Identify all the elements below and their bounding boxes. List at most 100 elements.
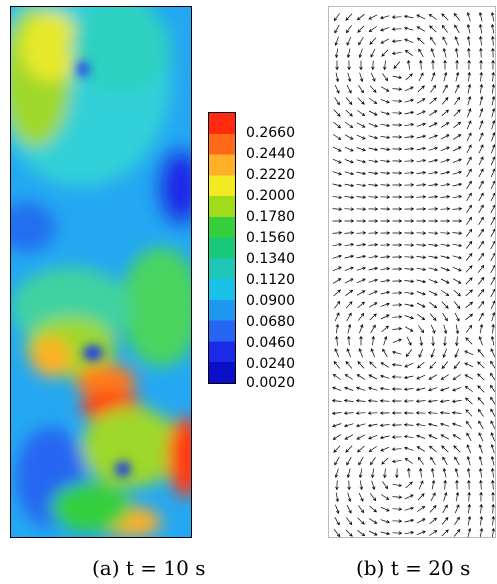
velocity-arrow	[347, 492, 352, 502]
velocity-arrow	[440, 207, 451, 211]
velocity-arrow	[429, 505, 437, 513]
velocity-arrow	[428, 255, 439, 260]
velocity-arrow	[358, 312, 365, 321]
velocity-arrow	[380, 195, 391, 199]
velocity-arrow	[467, 83, 472, 94]
velocity-arrow	[345, 109, 353, 117]
velocity-arrow	[478, 252, 485, 261]
velocity-arrow	[466, 432, 472, 442]
velocity-arrow	[347, 72, 352, 82]
velocity-arrow	[467, 527, 472, 537]
velocity-arrow	[391, 399, 402, 403]
velocity-arrow	[357, 517, 365, 525]
velocity-arrow	[416, 98, 426, 104]
velocity-arrow	[403, 423, 414, 427]
velocity-arrow	[370, 348, 376, 358]
velocity-arrow	[477, 288, 485, 297]
velocity-arrow	[442, 467, 447, 478]
velocity-arrow	[405, 349, 413, 358]
velocity-arrow	[344, 219, 355, 223]
velocity-arrow	[416, 243, 427, 247]
velocity-arrow	[403, 375, 414, 380]
velocity-arrow	[392, 279, 403, 283]
velocity-arrow	[453, 121, 462, 129]
velocity-arrow	[345, 360, 353, 369]
velocity-arrow	[344, 195, 355, 200]
velocity-arrow	[371, 335, 375, 346]
velocity-arrow	[440, 170, 451, 175]
velocity-arrow	[415, 422, 426, 427]
velocity-arrow	[380, 123, 391, 128]
velocity-arrow	[368, 183, 379, 187]
velocity-arrow	[392, 531, 403, 535]
colorbar-tick-label: 0.0020	[246, 375, 295, 391]
velocity-arrow	[442, 47, 447, 58]
velocity-arrow	[478, 420, 484, 430]
velocity-arrow	[391, 411, 402, 415]
velocity-arrow	[404, 110, 415, 115]
velocity-arrow	[452, 374, 461, 381]
velocity-arrow	[479, 107, 484, 118]
velocity-arrow	[442, 504, 448, 514]
velocity-arrow	[345, 289, 354, 296]
velocity-arrow	[477, 373, 485, 381]
velocity-arrow	[392, 183, 403, 187]
velocity-arrow	[429, 25, 437, 33]
velocity-arrow	[416, 255, 427, 260]
velocity-arrow	[490, 180, 495, 190]
velocity-arrow	[415, 399, 426, 403]
velocity-arrow	[478, 11, 483, 22]
velocity-arrow	[430, 492, 436, 502]
velocity-arrow	[345, 301, 353, 309]
velocity-arrow	[443, 324, 448, 334]
velocity-arrow	[465, 409, 473, 417]
velocity-arrow	[417, 456, 424, 465]
colorbar-tick-label: 0.2660	[246, 125, 295, 141]
velocity-arrow	[359, 480, 364, 491]
velocity-arrow	[490, 300, 495, 310]
velocity-arrow	[370, 48, 376, 58]
velocity-arrow	[491, 323, 495, 334]
velocity-arrow	[442, 348, 447, 358]
velocity-arrow	[441, 122, 450, 128]
velocity-arrow	[415, 411, 426, 415]
velocity-arrow	[466, 156, 472, 166]
velocity-arrow	[403, 387, 414, 391]
velocity-arrow	[379, 386, 390, 391]
velocity-arrow	[356, 207, 367, 211]
velocity-arrow	[478, 35, 483, 46]
velocity-arrow	[347, 60, 351, 71]
velocity-arrow	[465, 301, 474, 309]
velocity-arrow	[431, 479, 436, 490]
velocity-arrow	[358, 456, 364, 466]
velocity-arrow	[370, 324, 376, 334]
velocity-arrow	[477, 361, 485, 369]
velocity-arrow	[369, 505, 377, 513]
velocity-arrow	[369, 85, 377, 93]
velocity-arrow	[334, 97, 340, 106]
velocity-arrow	[479, 323, 484, 334]
velocity-arrow	[371, 60, 375, 71]
velocity-arrow	[466, 228, 473, 237]
velocity-arrow	[428, 134, 438, 139]
velocity-arrow	[454, 456, 460, 466]
velocity-arrow	[356, 231, 367, 235]
velocity-arrow	[334, 312, 340, 322]
velocity-arrow	[406, 59, 411, 70]
velocity-arrow	[441, 361, 449, 370]
velocity-arrow	[391, 27, 402, 31]
velocity-arrow	[404, 98, 414, 103]
velocity-arrow	[466, 35, 471, 46]
velocity-arrow	[345, 13, 353, 21]
velocity-arrow	[381, 325, 389, 333]
velocity-arrow	[392, 291, 403, 295]
velocity-arrow	[383, 335, 388, 346]
velocity-arrow	[368, 171, 379, 176]
velocity-arrow	[419, 336, 424, 347]
velocity-arrow	[442, 313, 448, 322]
velocity-arrow	[346, 36, 352, 46]
velocity-arrow	[416, 219, 427, 223]
velocity-arrow	[453, 361, 461, 370]
velocity-arrow	[370, 468, 375, 479]
velocity-arrow	[465, 277, 473, 285]
